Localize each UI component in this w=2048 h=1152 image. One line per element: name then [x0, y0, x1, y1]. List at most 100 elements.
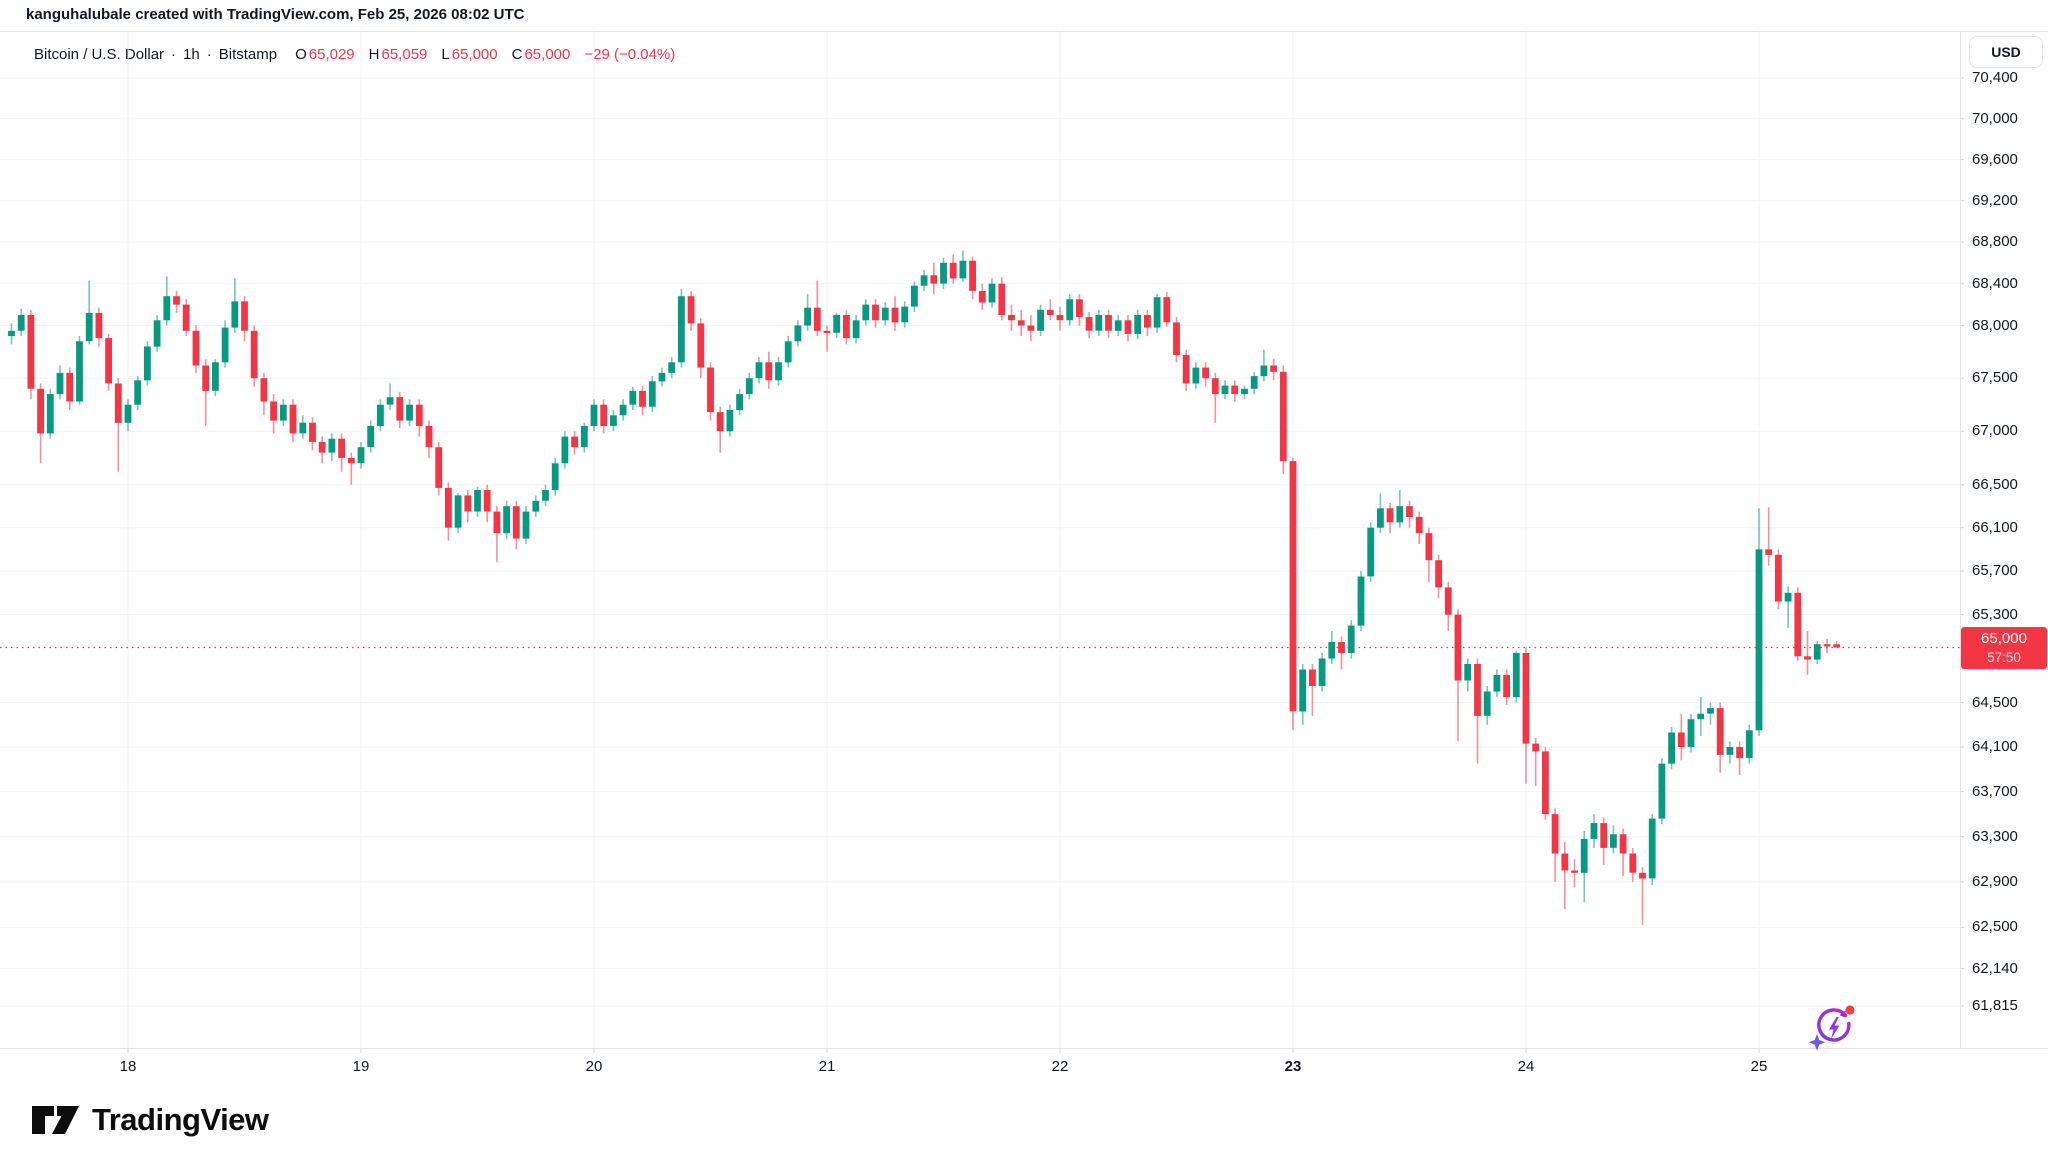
- refresh-arrowhead: [1839, 1010, 1846, 1018]
- time-axis-label[interactable]: 21: [818, 1058, 836, 1075]
- candle-body: [813, 307, 821, 331]
- candle-body: [1425, 533, 1433, 561]
- currency-toggle-button[interactable]: USD: [1969, 36, 2043, 68]
- ai-refresh-icon[interactable]: [1806, 998, 1862, 1054]
- close-value: 65,000: [524, 45, 571, 63]
- time-axis-separator[interactable]: [0, 1048, 2048, 1049]
- price-axis-label[interactable]: 64,500: [1972, 693, 2018, 711]
- time-axis-label[interactable]: 22: [1051, 1058, 1069, 1075]
- candle-body: [726, 410, 734, 432]
- candle-body: [1046, 309, 1054, 315]
- price-axis-label[interactable]: 69,600: [1972, 150, 2018, 168]
- change-value: −29 (−0.04%): [584, 45, 676, 63]
- candle-body: [173, 296, 180, 305]
- candle-body: [1551, 814, 1559, 854]
- candle-body: [56, 372, 64, 395]
- candle-body: [357, 447, 365, 464]
- price-axis-label[interactable]: 64,100: [1972, 738, 2018, 755]
- candle-body: [124, 404, 132, 423]
- ohlc-readout: O 65,029 H 65,059 L 65,000 C 65,000 −29 (−0.…: [295, 46, 675, 63]
- candle-body: [1144, 315, 1151, 328]
- candle-body: [1619, 834, 1627, 854]
- price-axis-label[interactable]: 68,800: [1972, 233, 2018, 251]
- candle-body: [66, 372, 74, 402]
- candle-body: [386, 397, 394, 405]
- last-price-badge: 65,000 57:50: [1961, 626, 2047, 669]
- candle-body: [1483, 691, 1491, 716]
- candle-body: [658, 372, 666, 382]
- candle-body: [1804, 656, 1811, 660]
- candle-body: [1415, 516, 1423, 534]
- price-axis-label[interactable]: 66,500: [1972, 475, 2018, 493]
- candle-body: [8, 330, 15, 337]
- candle-body: [454, 495, 462, 528]
- candle-body: [1775, 554, 1782, 602]
- price-axis-label[interactable]: 62,140: [1972, 959, 2018, 977]
- candle-body: [1590, 823, 1598, 839]
- time-axis-label[interactable]: 24: [1517, 1058, 1535, 1075]
- candle-body: [1542, 751, 1549, 815]
- candle-body: [464, 495, 472, 512]
- candle-body: [37, 388, 44, 434]
- sparkle-icon: [1808, 1034, 1826, 1051]
- time-axis-label[interactable]: 19: [352, 1058, 370, 1075]
- candle-body: [1561, 853, 1569, 871]
- candle-body: [629, 390, 637, 405]
- candle-body: [1745, 730, 1753, 759]
- price-axis-label[interactable]: 65,300: [1972, 605, 2018, 623]
- candle-body: [1493, 675, 1501, 692]
- candle-body: [745, 378, 753, 395]
- price-axis-label[interactable]: 62,900: [1972, 872, 2018, 890]
- candle-body: [1726, 747, 1734, 755]
- candle-body: [299, 422, 307, 434]
- candle-body: [1250, 376, 1258, 389]
- candle-body: [755, 362, 763, 379]
- candle-body: [600, 404, 608, 426]
- candle-body: [1580, 838, 1588, 873]
- time-axis-label[interactable]: 18: [119, 1058, 137, 1075]
- price-axis-label[interactable]: 70,000: [1972, 109, 2018, 127]
- candle-body: [250, 330, 258, 379]
- price-axis-label[interactable]: 63,700: [1972, 782, 2018, 800]
- price-axis-label[interactable]: 63,300: [1972, 827, 2018, 845]
- candle-body: [804, 307, 811, 326]
- candle-body: [1114, 320, 1122, 331]
- price-axis-separator[interactable]: [1960, 31, 1961, 1048]
- candle-body: [1260, 365, 1268, 377]
- symbol-title[interactable]: Bitcoin / U.S. Dollar: [34, 45, 165, 63]
- candle-body: [852, 320, 860, 339]
- candle-body: [949, 262, 957, 279]
- price-axis-label[interactable]: 67,000: [1972, 422, 2018, 440]
- price-axis-label[interactable]: 67,500: [1972, 369, 2018, 387]
- interval-label[interactable]: 1h: [183, 45, 200, 63]
- time-axis-label[interactable]: 25: [1750, 1058, 1768, 1075]
- candle-body: [1182, 355, 1190, 384]
- price-axis-label[interactable]: 61,815: [1972, 997, 2018, 1014]
- time-axis-label[interactable]: 20: [585, 1058, 603, 1075]
- candle-body: [367, 425, 375, 448]
- price-axis-label[interactable]: 68,000: [1972, 316, 2018, 334]
- price-axis-label[interactable]: 66,100: [1972, 518, 2018, 536]
- tradingview-logo[interactable]: TradingView: [30, 1098, 269, 1142]
- candle-body: [1347, 625, 1355, 653]
- candle-body: [1522, 653, 1530, 744]
- candle-body: [1813, 644, 1821, 660]
- candle-body: [736, 394, 743, 410]
- candle-body: [765, 362, 773, 381]
- candle-body: [522, 511, 530, 539]
- candle-body: [823, 330, 831, 333]
- price-axis-label[interactable]: 62,500: [1972, 918, 2018, 936]
- price-axis-label[interactable]: 70,400: [1972, 69, 2018, 86]
- price-axis-label[interactable]: 69,200: [1972, 191, 2018, 209]
- candle-body: [192, 330, 200, 366]
- candle-body: [1532, 743, 1540, 752]
- exchange-label[interactable]: Bitstamp: [218, 45, 278, 63]
- candle-body: [794, 325, 802, 342]
- candle-body: [940, 262, 947, 284]
- price-axis-label[interactable]: 65,700: [1972, 562, 2018, 579]
- candle-body: [1677, 732, 1685, 747]
- time-axis-label[interactable]: 23: [1284, 1058, 1302, 1075]
- price-axis-label[interactable]: 68,400: [1972, 274, 2018, 292]
- candle-body: [260, 378, 268, 402]
